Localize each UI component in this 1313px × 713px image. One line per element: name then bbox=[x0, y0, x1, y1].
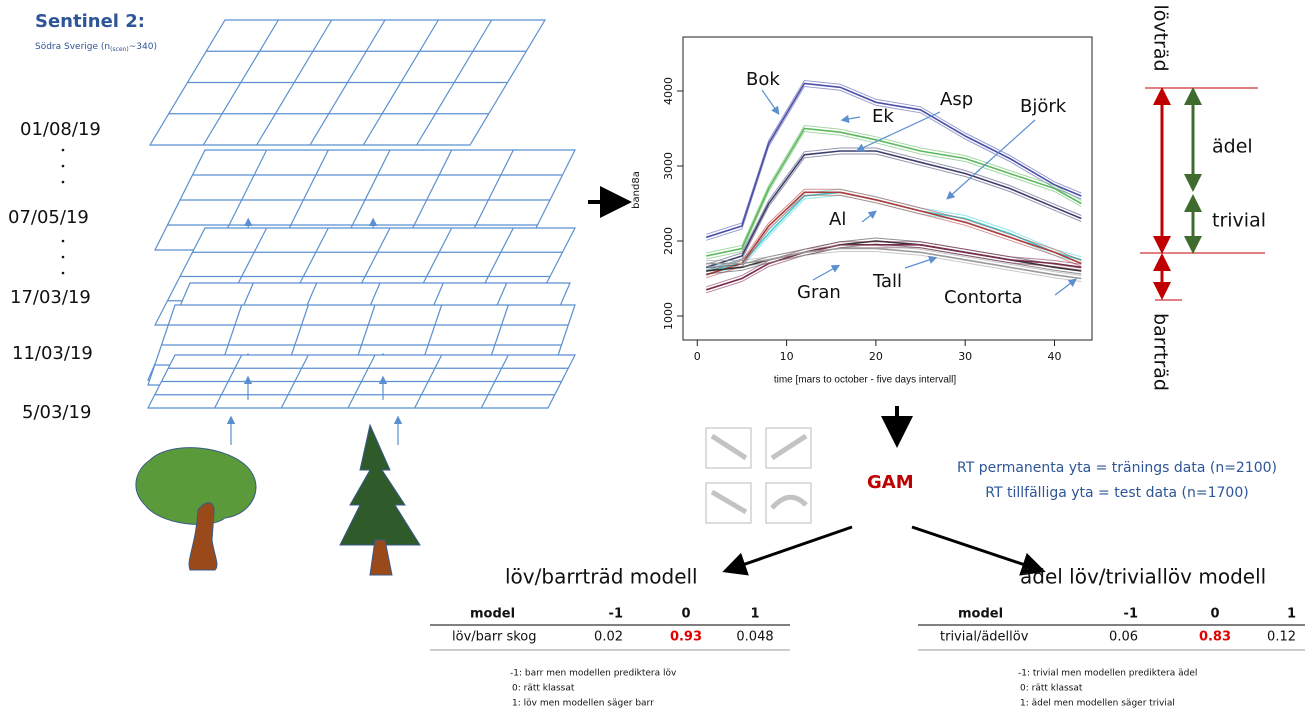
table-header: 1 bbox=[750, 607, 759, 622]
gam-thumbnails bbox=[706, 428, 811, 523]
result-tables: löv/barrträd modell model -1 0 1 löv/barr sko… bbox=[430, 565, 1305, 709]
y-tick-label: 3000 bbox=[662, 152, 675, 180]
table-header: 0 bbox=[681, 607, 690, 622]
y-tick-label: 1000 bbox=[662, 302, 675, 330]
table-header: model bbox=[470, 607, 515, 622]
table-header: 0 bbox=[1210, 607, 1219, 622]
table-cell: 0.83 bbox=[1199, 630, 1231, 645]
table-header: -1 bbox=[609, 607, 623, 622]
table-cell: löv/barr skog bbox=[452, 630, 537, 645]
scale-markers bbox=[1140, 88, 1265, 300]
x-tick-label: 0 bbox=[694, 350, 701, 363]
table-note: 1: ädel men modellen säger trivial bbox=[1020, 699, 1175, 709]
series-label: Tall bbox=[872, 271, 902, 292]
gam-label: GAM bbox=[867, 472, 914, 493]
x-tick-label: 20 bbox=[869, 350, 883, 363]
y-tick-label: 2000 bbox=[662, 227, 675, 255]
dates: 01/08/19 07/05/19 17/03/19 11/03/19 5/03… bbox=[8, 119, 101, 423]
table-header: model bbox=[958, 607, 1003, 622]
x-tick-label: 10 bbox=[780, 350, 794, 363]
tree-deciduous bbox=[136, 448, 256, 570]
series-label: Bok bbox=[746, 69, 780, 90]
table-cell: 0.02 bbox=[594, 630, 623, 645]
series-label: Ek bbox=[872, 106, 894, 127]
series-label: Gran bbox=[797, 282, 841, 303]
table-note: 1: löv men modellen säger barr bbox=[512, 699, 654, 709]
image-layer bbox=[150, 20, 545, 145]
series-label: Contorta bbox=[944, 287, 1023, 308]
group-label: trivial bbox=[1212, 210, 1266, 232]
date: 5/03/19 bbox=[22, 402, 91, 423]
x-tick-label: 30 bbox=[958, 350, 972, 363]
side-label: barrträd bbox=[1150, 313, 1172, 391]
table-cell: 0.93 bbox=[670, 630, 702, 645]
x-axis-label: time [mars to october - five days interv… bbox=[774, 375, 957, 386]
date: 01/08/19 bbox=[20, 119, 101, 140]
table-note: -1: barr men modellen prediktera löv bbox=[510, 669, 677, 679]
side-label: lövträd bbox=[1150, 4, 1172, 71]
table-cell: trivial/ädellöv bbox=[940, 630, 1029, 645]
gam-info: RT tillfälliga yta = test data (n=1700) bbox=[985, 485, 1248, 501]
gam-info: RT permanenta yta = tränings data (n=210… bbox=[957, 460, 1277, 476]
sentinel-title: Sentinel 2: bbox=[35, 11, 145, 32]
series-label: Asp bbox=[940, 89, 973, 110]
table-header: -1 bbox=[1124, 607, 1138, 622]
x-tick-label: 40 bbox=[1047, 350, 1061, 363]
tree-conifer bbox=[340, 425, 420, 575]
table-note: -1: trivial men modellen prediktera ädel bbox=[1018, 669, 1197, 679]
table-note: 0: rätt klassat bbox=[512, 684, 575, 694]
date: 07/05/19 bbox=[8, 207, 89, 228]
subtitle-tail: ~340) bbox=[129, 42, 157, 52]
subtitle-sub: (scen) bbox=[110, 46, 129, 53]
series-label: Al bbox=[829, 209, 846, 230]
series-label: Björk bbox=[1020, 96, 1067, 117]
table-header: 1 bbox=[1287, 607, 1296, 622]
date: 11/03/19 bbox=[12, 343, 93, 364]
sentinel-subtitle: Södra Sverige (n(scen)~340) bbox=[35, 42, 157, 53]
table-note: 0: rätt klassat bbox=[1020, 684, 1083, 694]
table-title: löv/barrträd modell bbox=[505, 565, 698, 589]
diagram: Sentinel 2: Södra Sverige (n(scen)~340) … bbox=[0, 0, 1313, 713]
line-chart: 0 10 20 30 40 1000 2000 3000 4000 Bok Ek Asp Björk Al… bbox=[662, 37, 1092, 363]
table-cell: 0.048 bbox=[736, 630, 773, 645]
image-stack bbox=[148, 20, 575, 408]
table-title: ädel löv/triviallöv modell bbox=[1020, 565, 1266, 589]
image-layer bbox=[148, 355, 575, 408]
table-cell: 0.12 bbox=[1267, 630, 1296, 645]
plot-frame bbox=[683, 37, 1092, 340]
y-tick-label: 4000 bbox=[662, 77, 675, 105]
group-label: ädel bbox=[1212, 136, 1253, 158]
y-axis-label: band8a bbox=[631, 171, 642, 209]
subtitle-text: Södra Sverige (n bbox=[35, 42, 110, 52]
arrow bbox=[728, 527, 852, 570]
table-cell: 0.06 bbox=[1109, 630, 1138, 645]
date: 17/03/19 bbox=[10, 287, 91, 308]
